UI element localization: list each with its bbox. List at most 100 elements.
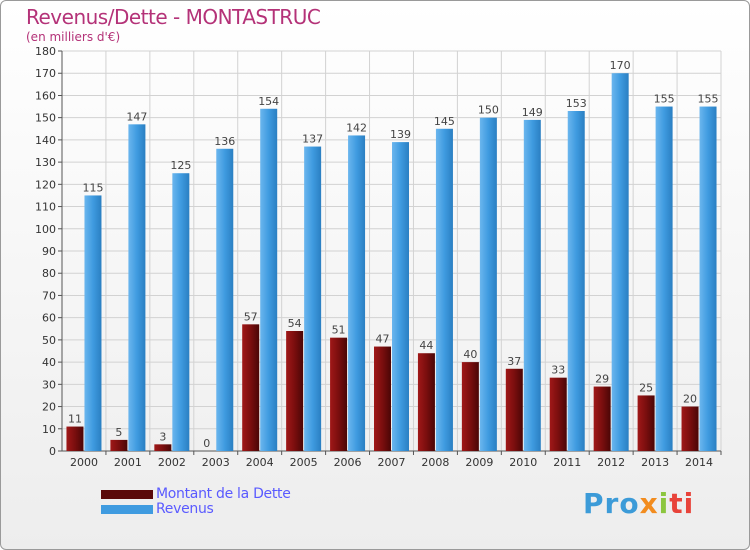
data-label-dette: 37 xyxy=(507,355,521,368)
bar-dette-2010 xyxy=(505,368,523,451)
bar-revenus-2005 xyxy=(304,146,322,452)
y-tick-label: 130 xyxy=(35,156,56,169)
data-label-revenus: 145 xyxy=(434,115,455,128)
y-tick-label: 50 xyxy=(42,334,56,347)
x-tick-label: 2011 xyxy=(553,456,581,469)
legend-label-dette: Montant de la Dette xyxy=(156,486,291,502)
logo-part-2: x xyxy=(639,487,659,520)
bar-revenus-2009 xyxy=(479,117,497,452)
data-label-revenus: 115 xyxy=(82,181,103,194)
legend-swatch-dette xyxy=(101,490,153,499)
bar-dette-2007 xyxy=(374,346,391,451)
y-tick-label: 180 xyxy=(35,45,56,58)
y-tick-label: 20 xyxy=(42,401,56,414)
data-label-dette: 54 xyxy=(288,317,302,330)
y-tick-label: 10 xyxy=(42,423,56,436)
data-label-revenus: 153 xyxy=(566,97,587,110)
x-tick-label: 2003 xyxy=(202,456,230,469)
data-label-revenus: 142 xyxy=(346,121,367,134)
legend-label-revenus: Revenus xyxy=(156,501,214,517)
bar-dette-2004 xyxy=(242,324,260,451)
logo-part-1: Pro xyxy=(583,487,640,520)
chart-title: Revenus/Dette - MONTASTRUC xyxy=(26,5,321,29)
bar-revenus-2001 xyxy=(128,124,146,451)
chart-subtitle: (en milliers d'€) xyxy=(26,30,121,44)
bar-dette-2000 xyxy=(66,426,84,451)
x-tick-label: 2013 xyxy=(641,456,669,469)
data-label-dette: 40 xyxy=(463,348,477,361)
data-label-dette: 11 xyxy=(68,413,82,426)
data-label-revenus: 136 xyxy=(214,135,235,148)
logo-part-3: i xyxy=(658,487,670,520)
bar-revenus-2004 xyxy=(260,108,278,452)
x-tick-label: 2009 xyxy=(465,456,493,469)
data-labels: 11 115 5 147 3 125 0 136 57 154 54 137 51 142 47 139 44 1… xyxy=(68,59,719,450)
bar-revenus-2014 xyxy=(699,106,717,452)
bar-dette-2002 xyxy=(154,444,172,451)
data-label-revenus: 155 xyxy=(654,93,675,106)
data-label-revenus: 139 xyxy=(390,128,411,141)
bar-dette-2011 xyxy=(549,377,567,451)
data-label-dette: 47 xyxy=(376,333,390,346)
bar-revenus-2003 xyxy=(216,148,234,451)
y-tick-label: 60 xyxy=(42,312,56,325)
bar-revenus-2012 xyxy=(611,73,629,451)
x-tick-label: 2006 xyxy=(334,456,362,469)
x-tick-label: 2004 xyxy=(246,456,274,469)
bar-revenus-2002 xyxy=(172,173,190,451)
bar-revenus-2013 xyxy=(655,106,673,452)
y-tick-label: 40 xyxy=(42,356,56,369)
bar-dette-2008 xyxy=(417,353,435,451)
bar-dette-2013 xyxy=(637,395,655,451)
x-tick-label: 2008 xyxy=(421,456,449,469)
data-label-dette: 0 xyxy=(203,437,210,450)
bar-revenus-2007 xyxy=(392,142,409,451)
logo-part-4: ti xyxy=(669,487,695,520)
y-tick-label: 120 xyxy=(35,178,56,191)
y-tick-label: 140 xyxy=(35,134,56,147)
x-tick-label: 2002 xyxy=(158,456,186,469)
bar-revenus-2008 xyxy=(435,128,453,451)
data-label-revenus: 150 xyxy=(478,104,499,117)
y-tick-label: 0 xyxy=(49,445,56,458)
bar-revenus-2000 xyxy=(84,195,102,451)
bar-dette-2006 xyxy=(330,337,348,451)
data-label-dette: 20 xyxy=(683,393,697,406)
bar-revenus-2010 xyxy=(523,119,541,451)
bar-revenus-2006 xyxy=(348,135,366,451)
data-label-revenus: 147 xyxy=(126,110,147,123)
y-tick-label: 150 xyxy=(35,112,56,125)
y-tick-label: 80 xyxy=(42,267,56,280)
y-tick-label: 160 xyxy=(35,89,56,102)
y-tick-label: 110 xyxy=(35,201,56,214)
x-tick-label: 2010 xyxy=(509,456,537,469)
bar-dette-2005 xyxy=(286,331,304,451)
data-label-dette: 57 xyxy=(244,310,258,323)
bar-dette-2001 xyxy=(110,439,128,451)
x-tick-label: 2005 xyxy=(290,456,318,469)
y-tick-label: 170 xyxy=(35,67,56,80)
data-label-revenus: 149 xyxy=(522,106,543,119)
x-tick-label: 2007 xyxy=(378,456,406,469)
data-label-dette: 33 xyxy=(551,364,565,377)
x-tick-label: 2001 xyxy=(114,456,142,469)
proxiti-logo: Proxiti xyxy=(583,487,694,520)
data-label-dette: 25 xyxy=(639,381,653,394)
y-tick-label: 90 xyxy=(42,245,56,258)
bar-dette-2009 xyxy=(461,362,479,451)
x-tick-label: 2000 xyxy=(70,456,98,469)
data-label-revenus: 125 xyxy=(170,159,191,172)
x-tick-label: 2012 xyxy=(597,456,625,469)
data-label-revenus: 155 xyxy=(698,93,719,106)
y-tick-label: 70 xyxy=(42,289,56,302)
bar-dette-2012 xyxy=(593,386,611,451)
data-label-dette: 51 xyxy=(332,324,346,337)
y-tick-label: 100 xyxy=(35,223,56,236)
bars xyxy=(66,73,717,452)
axes: 0102030405060708090100110120130140150160… xyxy=(35,45,722,469)
y-tick-label: 30 xyxy=(42,378,56,391)
data-label-dette: 3 xyxy=(159,430,166,443)
x-tick-label: 2014 xyxy=(685,456,713,469)
data-label-dette: 5 xyxy=(115,426,122,439)
